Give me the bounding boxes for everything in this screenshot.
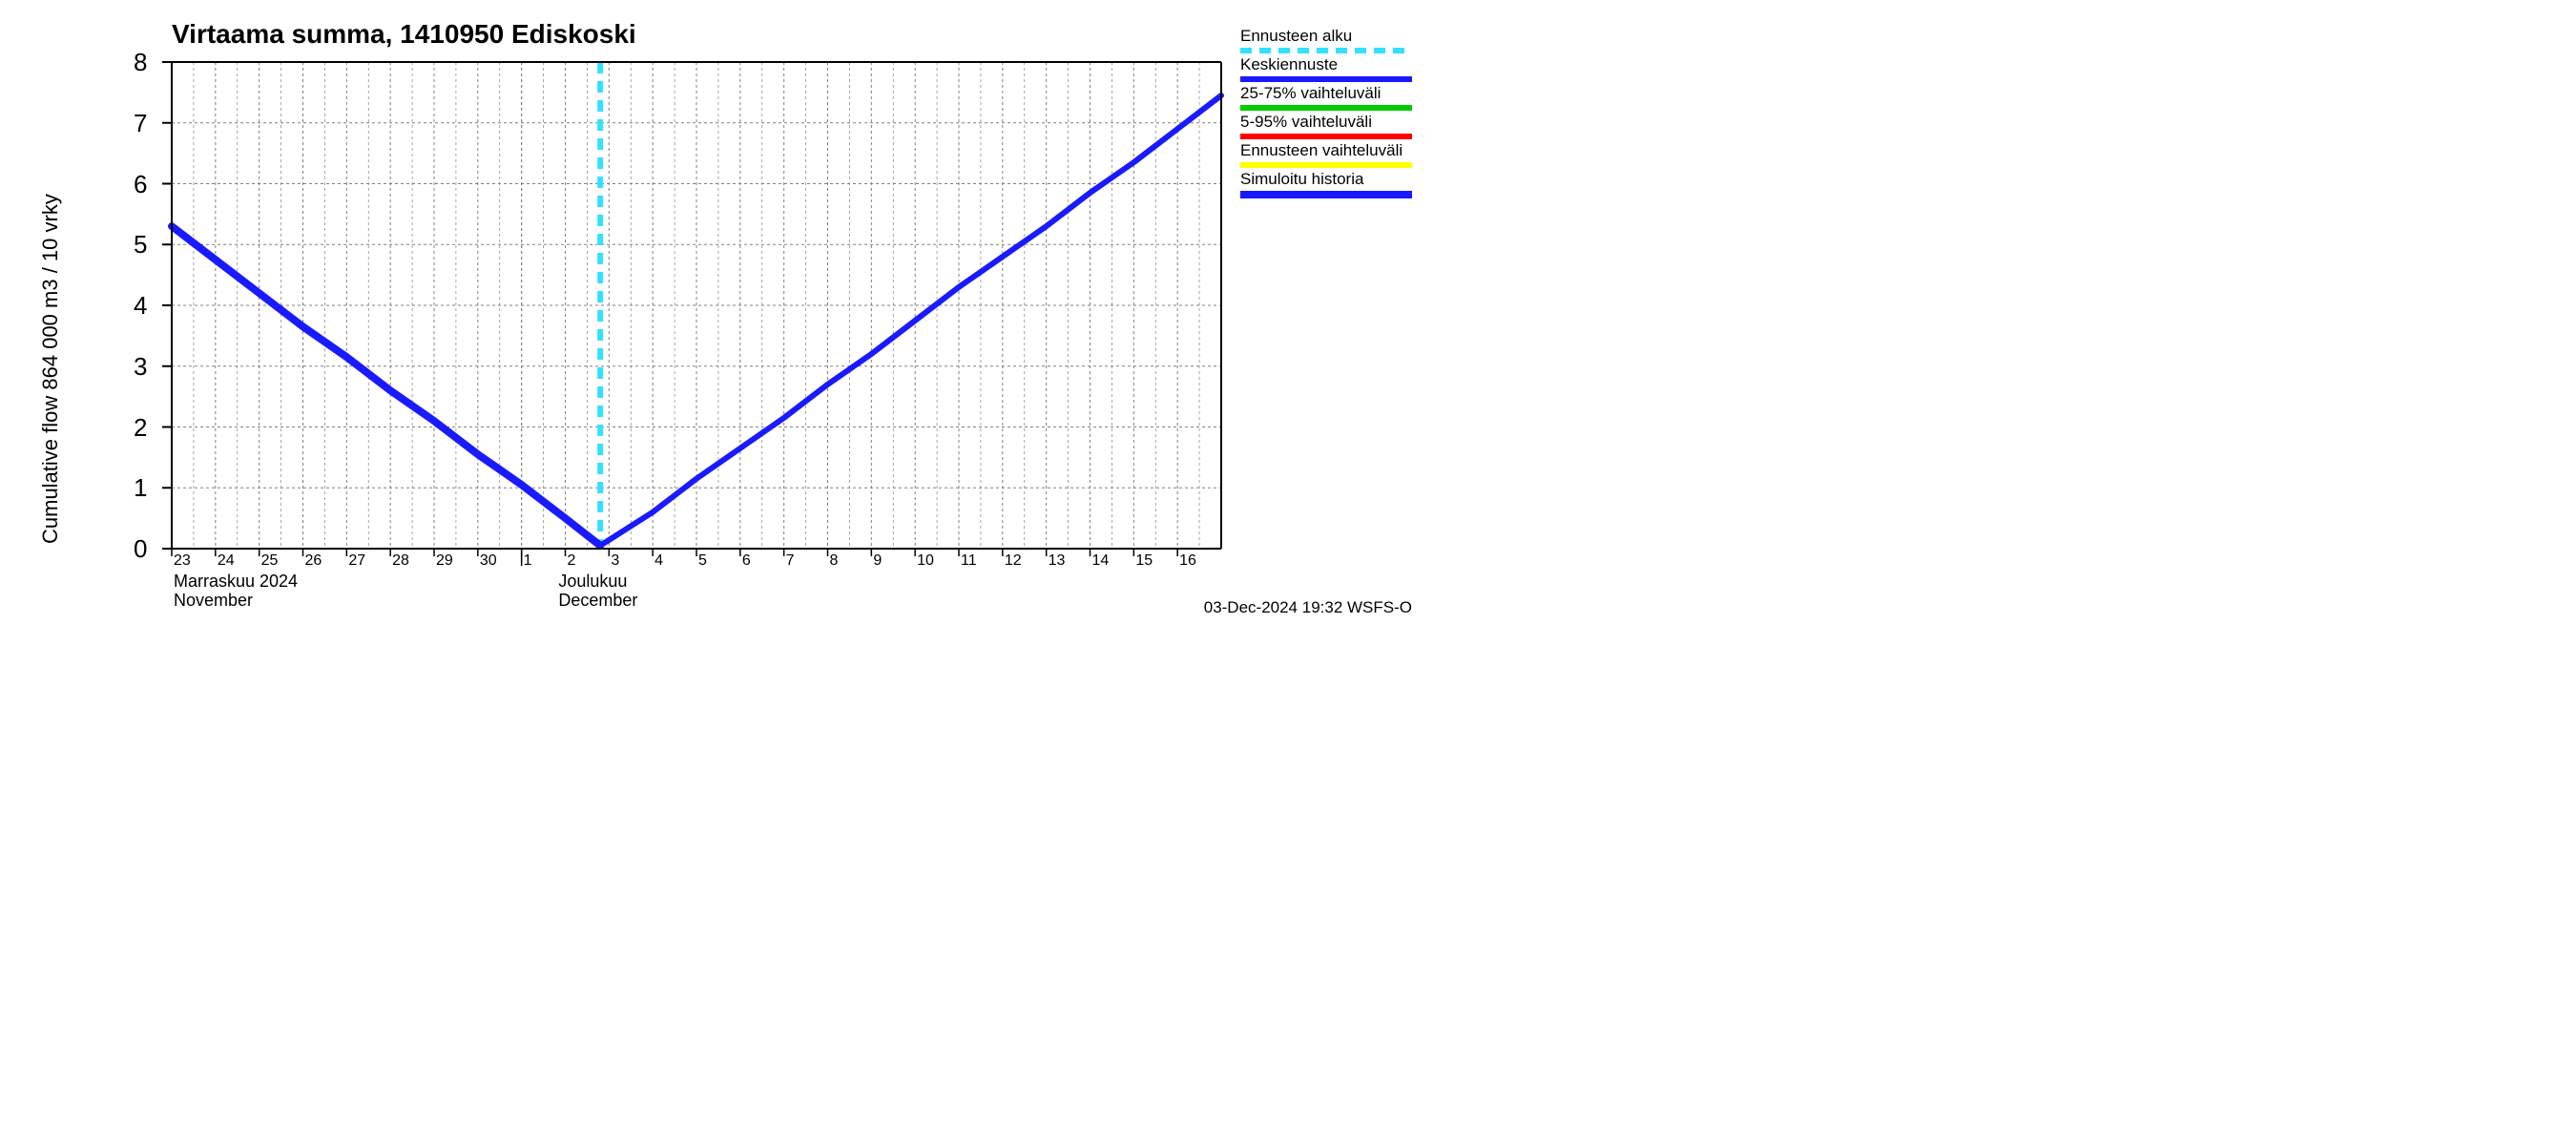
- month-label-bottom: December: [558, 591, 637, 611]
- month-label-bottom: November: [174, 591, 253, 611]
- plot-svg: [0, 0, 1240, 568]
- legend: Ennusteen alku Keskiennuste 25-75% vaihtel…: [1240, 27, 1422, 200]
- x-tick-label: 14: [1092, 552, 1110, 570]
- month-label-top: Marraskuu 2024: [174, 572, 298, 592]
- x-tick-label: 30: [480, 552, 497, 570]
- y-tick-label: 1: [134, 473, 147, 503]
- y-tick-label: 4: [134, 291, 147, 321]
- month-label-top: Joulukuu: [558, 572, 627, 592]
- y-tick-label: 8: [134, 48, 147, 77]
- y-tick-label: 3: [134, 352, 147, 382]
- legend-swatch: [1240, 76, 1412, 82]
- legend-label: 25-75% vaihteluväli: [1240, 84, 1422, 103]
- x-tick-label: 23: [174, 552, 191, 570]
- legend-swatch: [1240, 191, 1412, 198]
- x-tick-label: 8: [830, 552, 839, 570]
- legend-entry: Ennusteen alku: [1240, 27, 1422, 53]
- x-tick-label: 6: [742, 552, 751, 570]
- x-tick-label: 4: [654, 552, 663, 570]
- legend-label: Ennusteen alku: [1240, 27, 1422, 46]
- x-tick-label: 2: [568, 552, 576, 570]
- legend-label: Simuloitu historia: [1240, 170, 1422, 189]
- legend-label: 5-95% vaihteluväli: [1240, 113, 1422, 132]
- legend-swatch: [1240, 134, 1412, 139]
- x-tick-label: 5: [698, 552, 707, 570]
- timestamp-label: 03-Dec-2024 19:32 WSFS-O: [1204, 598, 1412, 617]
- x-tick-label: 28: [392, 552, 409, 570]
- x-tick-label: 15: [1135, 552, 1153, 570]
- y-tick-label: 5: [134, 230, 147, 260]
- x-tick-label: 16: [1179, 552, 1196, 570]
- legend-label: Ennusteen vaihteluväli: [1240, 141, 1422, 160]
- legend-entry: 5-95% vaihteluväli: [1240, 113, 1422, 139]
- legend-swatch: [1240, 162, 1412, 168]
- x-tick-label: 29: [436, 552, 453, 570]
- x-tick-label: 3: [611, 552, 619, 570]
- legend-entry: Keskiennuste: [1240, 55, 1422, 82]
- x-tick-label: 1: [524, 552, 532, 570]
- x-tick-label: 12: [1005, 552, 1022, 570]
- x-tick-label: 24: [218, 552, 235, 570]
- x-tick-label: 10: [917, 552, 934, 570]
- x-tick-label: 7: [786, 552, 795, 570]
- y-tick-label: 0: [134, 534, 147, 564]
- x-tick-label: 25: [261, 552, 279, 570]
- legend-label: Keskiennuste: [1240, 55, 1422, 74]
- legend-entry: Ennusteen vaihteluväli: [1240, 141, 1422, 168]
- legend-swatch: [1240, 105, 1412, 111]
- legend-entry: Simuloitu historia: [1240, 170, 1422, 198]
- legend-swatch: [1240, 48, 1412, 53]
- x-tick-label: 26: [305, 552, 322, 570]
- x-tick-label: 27: [348, 552, 365, 570]
- y-tick-label: 7: [134, 109, 147, 138]
- y-tick-label: 2: [134, 413, 147, 443]
- legend-entry: 25-75% vaihteluväli: [1240, 84, 1422, 111]
- y-tick-label: 6: [134, 170, 147, 199]
- x-tick-label: 9: [873, 552, 882, 570]
- x-tick-label: 11: [961, 552, 977, 570]
- chart-container: Virtaama summa, 1410950 Ediskoski Cumula…: [0, 0, 1431, 636]
- x-tick-label: 13: [1049, 552, 1066, 570]
